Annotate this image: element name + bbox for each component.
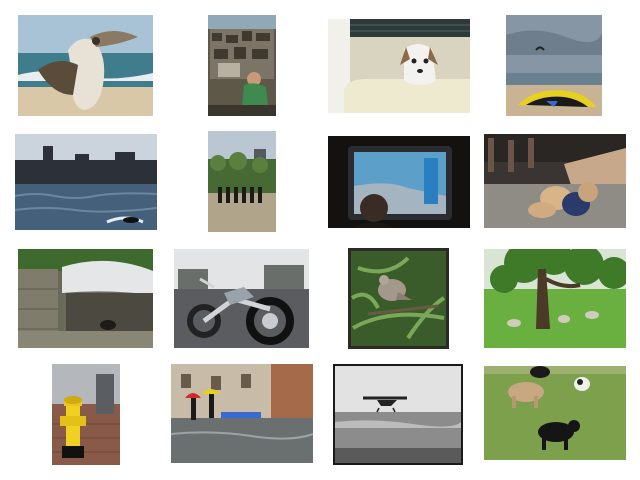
thumbnail-pelican-on-beach[interactable] — [18, 15, 153, 116]
thumbnail-dove-on-branch[interactable] — [348, 248, 449, 349]
thumbnail-market-stall-vendor[interactable] — [208, 15, 276, 116]
thumbnail-kite-surfer-beach[interactable] — [506, 15, 602, 116]
thumbnail-person-watching-tablet[interactable] — [328, 136, 470, 228]
thumbnail-flooded-street-umbrellas[interactable] — [171, 364, 313, 463]
thumbnail-tree-in-green-meadow[interactable] — [484, 249, 626, 348]
thumbnail-horse-guards-parade[interactable] — [208, 131, 276, 232]
thumbnail-animal-shelter-hut[interactable] — [18, 249, 153, 348]
thumbnail-teddy-bear-on-sidewalk[interactable] — [484, 134, 626, 228]
thumbnail-cows-in-pasture[interactable] — [484, 366, 626, 460]
thumbnail-dog-in-bathtub[interactable] — [328, 19, 470, 113]
thumbnail-seaplane-over-water[interactable] — [333, 364, 463, 465]
thumbnail-custom-chopper-motorcycle[interactable] — [174, 249, 309, 348]
thumbnail-yellow-fire-hydrant[interactable] — [52, 364, 120, 465]
thumbnail-city-waterfront-jetski[interactable] — [15, 134, 157, 230]
